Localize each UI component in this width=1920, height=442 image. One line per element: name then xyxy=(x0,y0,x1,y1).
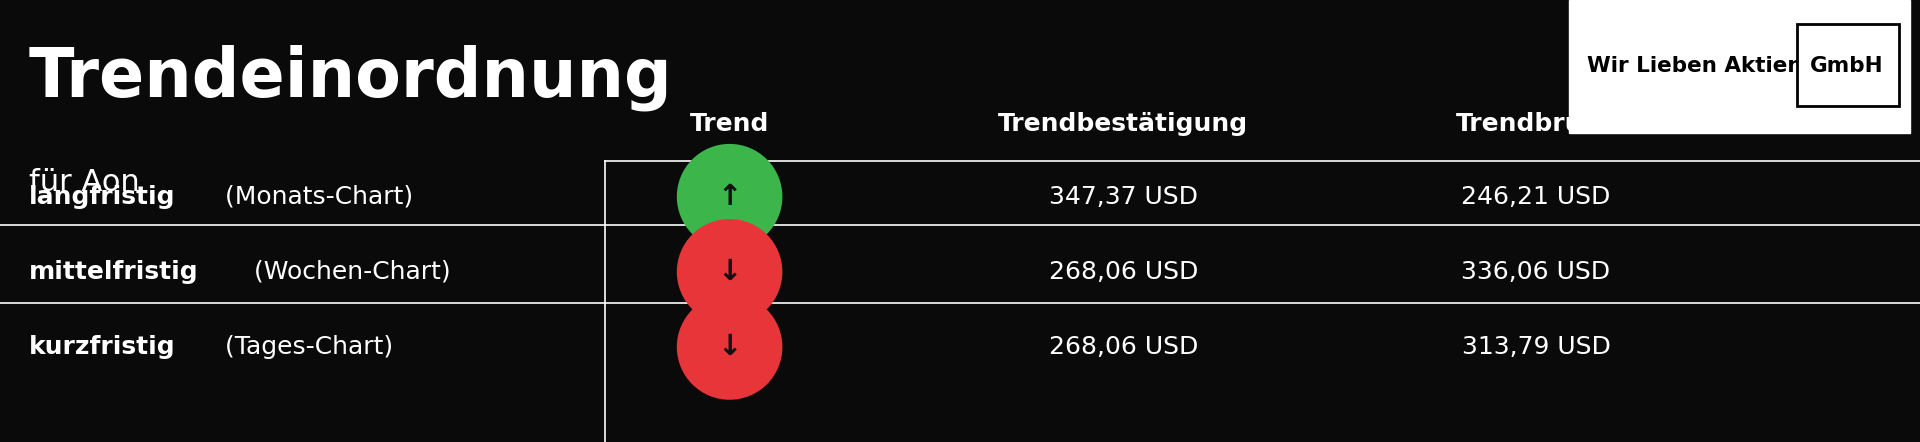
Text: (Wochen-Chart): (Wochen-Chart) xyxy=(246,260,451,284)
Text: für Aon: für Aon xyxy=(29,168,140,197)
Text: ↓: ↓ xyxy=(718,333,741,361)
Ellipse shape xyxy=(678,144,783,249)
Text: 268,06 USD: 268,06 USD xyxy=(1048,335,1198,359)
Text: 336,06 USD: 336,06 USD xyxy=(1461,260,1611,284)
Text: (Tages-Chart): (Tages-Chart) xyxy=(217,335,394,359)
Text: Trend: Trend xyxy=(689,112,770,136)
Text: kurzfristig: kurzfristig xyxy=(29,335,175,359)
Text: langfristig: langfristig xyxy=(29,185,175,209)
Ellipse shape xyxy=(678,219,783,324)
Ellipse shape xyxy=(678,294,783,400)
Text: ↓: ↓ xyxy=(718,258,741,286)
FancyBboxPatch shape xyxy=(1797,24,1899,106)
Text: 347,37 USD: 347,37 USD xyxy=(1048,185,1198,209)
Text: GmbH: GmbH xyxy=(1811,56,1884,76)
Text: Trendeinordnung: Trendeinordnung xyxy=(29,44,672,110)
Text: Trendbestätigung: Trendbestätigung xyxy=(998,112,1248,136)
Text: Trendbruch: Trendbruch xyxy=(1455,112,1617,136)
Text: 246,21 USD: 246,21 USD xyxy=(1461,185,1611,209)
Text: Wir Lieben Aktien: Wir Lieben Aktien xyxy=(1588,56,1803,76)
Text: ↑: ↑ xyxy=(718,183,741,211)
Text: (Monats-Chart): (Monats-Chart) xyxy=(217,185,413,209)
Text: 268,06 USD: 268,06 USD xyxy=(1048,260,1198,284)
Text: 313,79 USD: 313,79 USD xyxy=(1461,335,1611,359)
Text: mittelfristig: mittelfristig xyxy=(29,260,198,284)
FancyBboxPatch shape xyxy=(1569,0,1910,133)
